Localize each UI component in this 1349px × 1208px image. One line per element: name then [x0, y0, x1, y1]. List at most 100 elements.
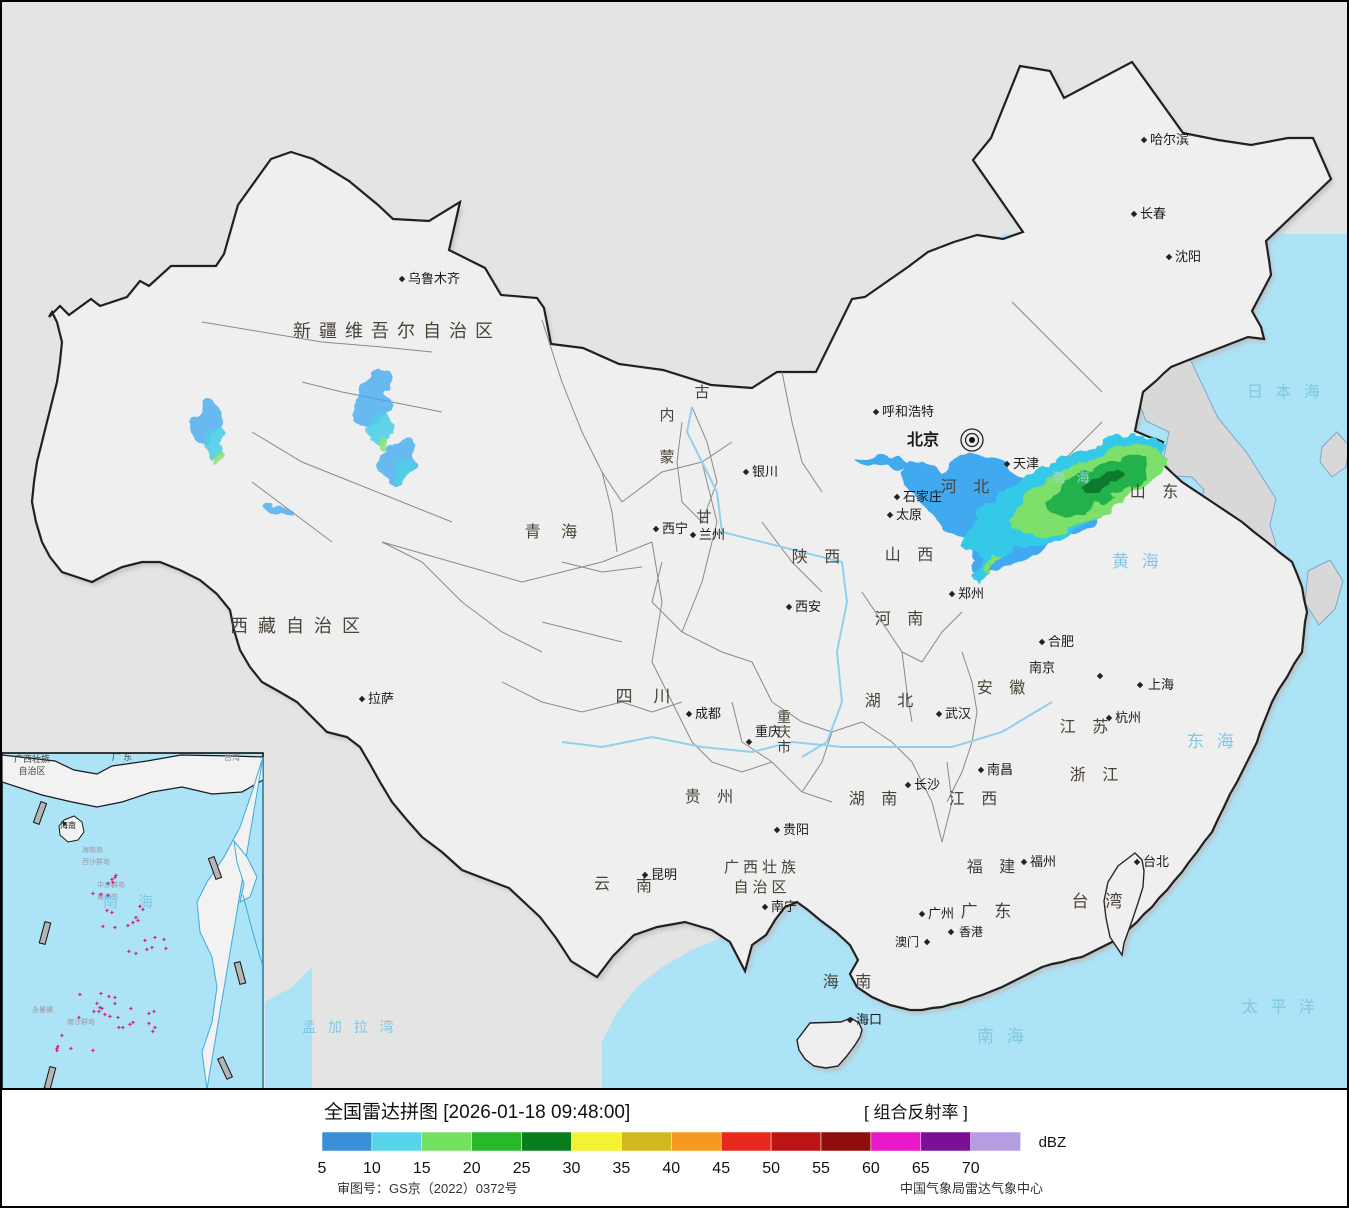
svg-text:海口: 海口 [856, 1012, 882, 1027]
svg-text:20: 20 [463, 1160, 481, 1177]
svg-text:✦: ✦ [96, 1008, 102, 1016]
svg-text:合肥: 合肥 [1048, 634, 1074, 649]
svg-text:✦: ✦ [150, 1028, 156, 1036]
svg-text:海 南: 海 南 [823, 973, 877, 991]
svg-text:上海: 上海 [1148, 677, 1174, 692]
svg-text:✦: ✦ [146, 1020, 152, 1028]
svg-text:河 南: 河 南 [875, 610, 929, 628]
svg-text:湖 南: 湖 南 [849, 790, 903, 808]
svg-text:永暑礁: 永暑礁 [32, 1005, 53, 1014]
svg-text:✦: ✦ [90, 1047, 96, 1055]
svg-text:审图号：GS京（2022）0372号: 审图号：GS京（2022）0372号 [337, 1181, 518, 1196]
svg-text:乌鲁木齐: 乌鲁木齐 [408, 271, 460, 286]
svg-text:✦: ✦ [125, 922, 131, 930]
svg-text:太 平 洋: 太 平 洋 [1242, 998, 1319, 1016]
svg-text:✦: ✦ [68, 1045, 74, 1053]
svg-text:内: 内 [659, 407, 674, 424]
svg-text:✦: ✦ [133, 914, 139, 922]
svg-text:南: 南 [636, 877, 652, 895]
svg-text:✦: ✦ [161, 936, 167, 944]
svg-text:✦: ✦ [152, 934, 158, 942]
svg-text:南京: 南京 [1029, 660, 1055, 675]
svg-text:四 川: 四 川 [616, 687, 679, 706]
svg-text:江 苏: 江 苏 [1060, 718, 1114, 736]
svg-text:✦: ✦ [105, 892, 111, 900]
svg-text:✦: ✦ [104, 907, 110, 915]
svg-text:65: 65 [912, 1160, 930, 1177]
svg-text:郑州: 郑州 [958, 586, 984, 601]
svg-text:✦: ✦ [146, 1010, 152, 1018]
svg-text:日 本 海: 日 本 海 [1247, 383, 1324, 401]
svg-text:✦: ✦ [133, 950, 139, 958]
svg-text:广 东: 广 东 [112, 751, 133, 762]
svg-text:15: 15 [413, 1160, 431, 1177]
svg-text:台湾: 台湾 [224, 752, 240, 762]
svg-text:25: 25 [513, 1160, 531, 1177]
svg-text:5: 5 [318, 1160, 327, 1177]
svg-text:孟 加 拉 湾: 孟 加 拉 湾 [302, 1019, 398, 1035]
svg-text:全国雷达拼图 [2026-01-18 09:48:00]: 全国雷达拼图 [2026-01-18 09:48:00] [324, 1101, 630, 1123]
svg-text:重: 重 [777, 709, 791, 725]
svg-text:海南岛: 海南岛 [82, 845, 103, 854]
svg-text:天津: 天津 [1013, 456, 1039, 471]
svg-text:长沙: 长沙 [914, 777, 940, 792]
svg-text:兰州: 兰州 [699, 527, 725, 542]
svg-text:浙 江: 浙 江 [1070, 766, 1124, 784]
svg-text:成都: 成都 [695, 706, 721, 721]
svg-text:✦: ✦ [137, 903, 143, 911]
svg-text:40: 40 [662, 1160, 680, 1177]
svg-text:石家庄: 石家庄 [903, 489, 942, 504]
svg-text:贵阳: 贵阳 [783, 822, 809, 837]
svg-text:蒙: 蒙 [659, 449, 674, 466]
svg-text:东 海: 东 海 [1187, 732, 1238, 751]
svg-text:武汉: 武汉 [945, 706, 971, 721]
svg-text:✦: ✦ [126, 948, 132, 956]
svg-text:✦: ✦ [76, 1014, 82, 1022]
svg-text:✦: ✦ [59, 1032, 65, 1040]
svg-text:山 东: 山 东 [1130, 483, 1184, 501]
svg-text:拉萨: 拉萨 [368, 691, 394, 706]
svg-text:古: 古 [694, 384, 709, 401]
svg-text:30: 30 [563, 1160, 581, 1177]
svg-text:✦: ✦ [112, 994, 118, 1002]
svg-text:60: 60 [862, 1160, 880, 1177]
svg-text:南 海: 南 海 [103, 894, 161, 911]
svg-text:70: 70 [962, 1160, 980, 1177]
svg-text:山 西: 山 西 [885, 546, 939, 564]
svg-text:✦: ✦ [110, 879, 116, 887]
svg-text:太原: 太原 [896, 507, 922, 522]
svg-text:重庆: 重庆 [755, 724, 781, 739]
svg-text:[ 组合反射率 ]: [ 组合反射率 ] [864, 1103, 968, 1122]
svg-text:沈阳: 沈阳 [1175, 249, 1201, 264]
svg-text:福 建: 福 建 [967, 858, 1021, 876]
svg-text:dBZ: dBZ [1039, 1134, 1067, 1151]
svg-text:福州: 福州 [1030, 854, 1056, 869]
svg-text:广州: 广州 [928, 906, 954, 921]
svg-text:云: 云 [594, 876, 610, 893]
svg-text:✦: ✦ [149, 944, 155, 952]
svg-text:陕 西: 陕 西 [792, 548, 846, 566]
svg-text:广 东: 广 东 [961, 902, 1018, 921]
svg-text:台 湾: 台 湾 [1072, 892, 1129, 911]
svg-text:✦: ✦ [77, 991, 83, 999]
svg-text:✦: ✦ [142, 937, 148, 945]
svg-text:自治区: 自治区 [733, 879, 790, 896]
svg-text:澳门: 澳门 [895, 934, 919, 949]
svg-text:✦: ✦ [98, 990, 104, 998]
svg-text:江 西: 江 西 [949, 790, 1003, 808]
svg-text:南昌: 南昌 [987, 762, 1013, 777]
svg-text:西沙群岛: 西沙群岛 [82, 857, 110, 866]
svg-text:银川: 银川 [752, 464, 778, 479]
svg-text:✦: ✦ [113, 872, 119, 880]
svg-text:自治区: 自治区 [18, 765, 45, 776]
svg-text:✦: ✦ [54, 1045, 60, 1053]
svg-text:青 海: 青 海 [525, 523, 585, 541]
svg-text:✦: ✦ [90, 890, 96, 898]
svg-text:45: 45 [712, 1160, 730, 1177]
svg-text:✦: ✦ [100, 923, 106, 931]
svg-text:西宁: 西宁 [662, 521, 688, 536]
svg-text:✦: ✦ [109, 909, 115, 917]
svg-text:香港: 香港 [959, 925, 983, 939]
svg-text:北京: 北京 [907, 430, 939, 449]
svg-text:湖 北: 湖 北 [865, 692, 919, 710]
